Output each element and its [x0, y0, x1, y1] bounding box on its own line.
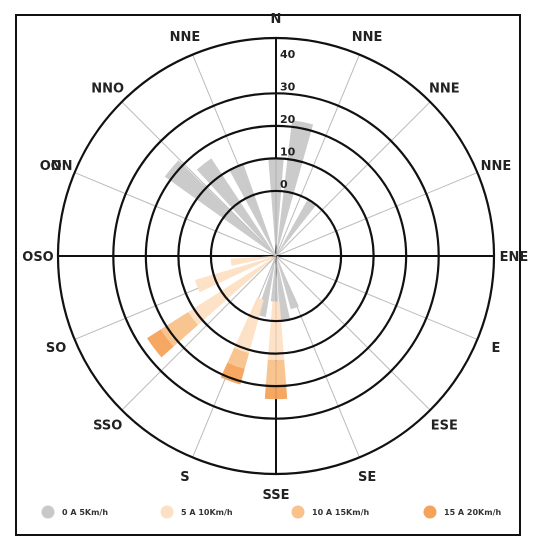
radial-ticks: 0 10 20 30 40: [280, 48, 296, 191]
direction-label: ESE: [431, 418, 458, 433]
radial-tick-label: 0: [280, 178, 288, 191]
wind-sector: [160, 311, 199, 347]
wind-sector: [276, 256, 299, 310]
spoke-line: [121, 255, 277, 411]
direction-label: SSO: [93, 418, 122, 433]
spoke-line: [275, 172, 478, 257]
spoke-line: [121, 101, 277, 257]
wind-sector: [234, 297, 264, 354]
direction-label: SE: [358, 470, 376, 485]
wind-sector: [220, 362, 245, 385]
direction-label: NNO: [91, 82, 124, 97]
wind-sector: [188, 256, 276, 325]
direction-label: NNE: [481, 159, 512, 174]
wind-sector: [267, 301, 285, 361]
wind-sector: [268, 158, 284, 256]
radial-tick-label: 10: [280, 145, 296, 158]
direction-label: E: [491, 341, 500, 356]
radial-tick-label: 40: [280, 48, 296, 61]
wind-sector: [264, 385, 288, 400]
legend-label: 10 A 15Km/h: [312, 508, 369, 517]
legend-label: 0 A 5Km/h: [62, 508, 108, 517]
legend: 0 A 5Km/h 5 A 10Km/h 10 A 15Km/h 15 A 20Km/…: [41, 505, 501, 519]
wind-sector: [164, 160, 276, 256]
direction-label: SO: [46, 341, 66, 356]
direction-label: ONN: [40, 159, 73, 174]
wind-sector: [276, 199, 317, 256]
ring-circle: [112, 92, 440, 420]
spoke-line: [74, 172, 277, 257]
legend-label: 15 A 20Km/h: [444, 508, 501, 517]
wind-sector: [227, 347, 250, 369]
wind-sector: [194, 256, 276, 293]
wind-sector: [229, 163, 276, 256]
wind-sector: [270, 256, 278, 302]
legend-swatch: [41, 505, 55, 519]
radial-tick-label: 30: [280, 80, 296, 93]
legend-label: 5 A 10Km/h: [181, 508, 233, 517]
wind-sector: [196, 158, 276, 256]
direction-label: S: [180, 470, 189, 485]
sectors: [147, 120, 317, 400]
direction-label: NNE: [170, 30, 201, 45]
wind-sector: [147, 329, 174, 358]
ring-circle: [177, 157, 375, 355]
spoke-line: [275, 255, 431, 411]
direction-label: OSO: [22, 250, 53, 265]
wind-sector: [276, 120, 314, 256]
legend-swatch: [423, 505, 437, 519]
ring-circle: [209, 189, 343, 323]
legend-swatch: [160, 505, 174, 519]
direction-label: N: [271, 12, 282, 27]
direction-label: NNE: [429, 82, 460, 97]
direction-label: ENE: [500, 250, 529, 265]
spoke-line: [275, 54, 360, 257]
rings: [56, 36, 496, 476]
ring-circle: [144, 124, 408, 388]
direction-label: O: [51, 159, 62, 174]
direction-label: NNE: [352, 30, 383, 45]
direction-label: SSE: [262, 488, 289, 503]
wind-sector: [265, 359, 287, 387]
radial-tick-label: 20: [280, 113, 296, 126]
outer-ring: [56, 36, 496, 476]
wind-sector: [230, 256, 276, 266]
spoke-line: [275, 101, 431, 257]
legend-swatch: [291, 505, 305, 519]
spoke-line: [275, 255, 478, 340]
